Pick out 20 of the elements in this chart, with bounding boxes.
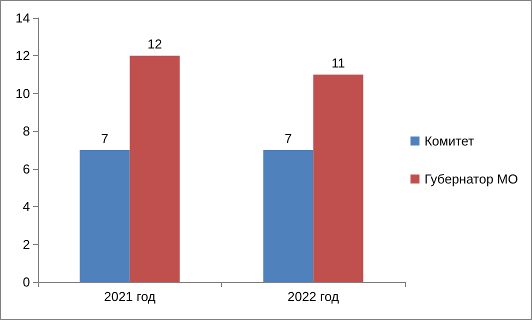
bar — [313, 74, 364, 282]
y-tick-label: 14 — [16, 10, 30, 26]
data-label: 7 — [101, 131, 108, 146]
y-tick-label: 6 — [22, 161, 30, 176]
legend-label: Губернатор МО — [424, 172, 518, 186]
y-tick-label: 2 — [22, 236, 30, 252]
y-tick-label: 8 — [22, 124, 30, 139]
data-label: 7 — [284, 131, 292, 146]
bar — [263, 150, 314, 282]
y-tick-label: 0 — [22, 274, 30, 290]
y-tick-label: 4 — [22, 199, 30, 214]
data-label: 11 — [332, 56, 345, 71]
bar — [130, 56, 180, 282]
x-tick-label: 2022 год — [287, 289, 340, 304]
legend-label: Комитет — [424, 134, 474, 148]
bar — [80, 150, 130, 282]
y-tick-label: 10 — [16, 86, 30, 101]
x-tick-label: 2021 год — [104, 289, 156, 304]
data-label: 12 — [148, 36, 162, 52]
y-tick-label: 12 — [16, 48, 30, 64]
